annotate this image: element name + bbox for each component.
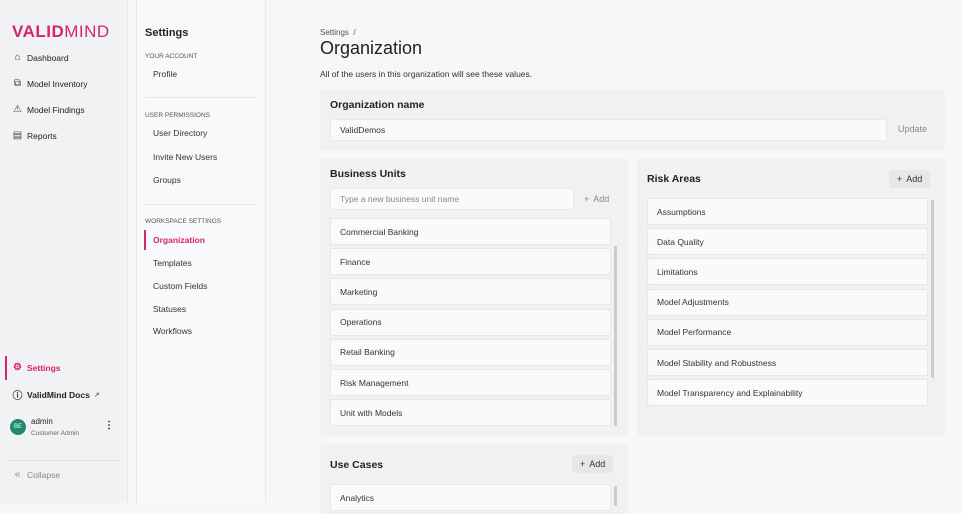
divider [145, 97, 257, 98]
more-icon[interactable]: ⋮ [104, 420, 114, 431]
risk-areas-title: Risk Areas [647, 173, 701, 185]
page-description: All of the users in this organization wi… [320, 69, 533, 79]
settings-item-groups[interactable]: Groups [153, 175, 181, 185]
divider [145, 204, 257, 205]
business-units-card: Business Units Type a new business unit … [320, 158, 628, 436]
use-case-item[interactable]: Analytics [330, 484, 611, 511]
org-name-card: Organization name ValidDemos Update [320, 90, 945, 150]
nav-docs[interactable]: ⓘ ValidMind Docs ↗ [12, 389, 100, 403]
risk-area-item[interactable]: Model Stability and Robustness [647, 349, 928, 376]
use-cases-title: Use Cases [330, 459, 384, 471]
add-business-unit-button[interactable]: + Add [584, 194, 609, 204]
collapse-label: Collapse [27, 469, 61, 480]
risk-area-item[interactable]: Model Performance [647, 318, 928, 346]
warning-icon: ⚠ [13, 104, 22, 115]
section-your-account: YOUR ACCOUNT [145, 53, 198, 60]
business-units-title: Business Units [330, 168, 406, 180]
business-unit-item[interactable]: Risk Management [330, 369, 611, 396]
external-link-icon: ↗ [93, 391, 100, 399]
risk-area-item[interactable]: Limitations [647, 258, 928, 286]
nav-model-inventory[interactable]: ⧉ Model Inventory [12, 78, 88, 89]
add-risk-area-button[interactable]: + Add [889, 170, 931, 188]
chevrons-left-icon: « [14, 469, 21, 480]
add-label: Add [906, 174, 923, 184]
nav-label: Reports [27, 130, 57, 141]
main-sidebar: VALIDMIND ⌂ Dashboard ⧉ Model Inventory ⚠ M… [0, 0, 128, 503]
gear-icon: ⚙ [13, 362, 22, 373]
main-content: Settings / Organization All of the users… [275, 0, 962, 514]
add-use-case-button[interactable]: + Add [572, 455, 614, 473]
business-unit-item[interactable]: Retail Banking [330, 338, 611, 366]
org-name-input[interactable]: ValidDemos [330, 119, 887, 141]
nav-label: ValidMind Docs [27, 389, 90, 400]
business-unit-item[interactable]: Unit with Models [330, 399, 611, 427]
divider [8, 460, 120, 461]
settings-item-templates[interactable]: Templates [153, 258, 192, 268]
nav-dashboard[interactable]: ⌂ Dashboard [12, 52, 69, 63]
risk-area-item[interactable]: Model Transparency and Explainability [647, 379, 928, 407]
user-name: admin [31, 417, 53, 426]
settings-item-organization[interactable]: Organization [153, 235, 205, 245]
business-unit-input[interactable]: Type a new business unit name [330, 188, 574, 210]
nav-label: Model Inventory [27, 78, 88, 89]
business-unit-item[interactable]: Finance [330, 248, 611, 276]
use-cases-card: Use Cases + Add Analytics [320, 444, 628, 514]
section-workspace-settings: WORKSPACE SETTINGS [145, 218, 222, 225]
add-label: Add [589, 459, 606, 469]
business-unit-item[interactable]: Operations [330, 308, 611, 336]
settings-item-workflows[interactable]: Workflows [153, 326, 193, 336]
business-unit-item[interactable]: Marketing [330, 278, 611, 306]
settings-item-invite-new-users[interactable]: Invite New Users [153, 152, 218, 162]
risk-area-item[interactable]: Assumptions [647, 198, 928, 225]
avatar[interactable]: BE [10, 419, 26, 435]
settings-item-custom-fields[interactable]: Custom Fields [153, 281, 208, 291]
collapse-button[interactable]: « Collapse [12, 469, 60, 480]
risk-area-item[interactable]: Data Quality [647, 228, 928, 256]
nav-model-findings[interactable]: ⚠ Model Findings [12, 104, 85, 115]
nav-reports[interactable]: ▤ Reports [12, 130, 57, 141]
plus-icon: + [580, 459, 586, 469]
add-label: Add [593, 194, 610, 204]
business-unit-item[interactable]: Commercial Banking [330, 218, 611, 245]
nav-settings[interactable]: ⚙ Settings [12, 362, 61, 373]
chart-icon: ▤ [12, 130, 23, 141]
cubes-icon: ⧉ [13, 78, 22, 89]
section-user-permissions: USER PERMISSIONS [145, 112, 211, 119]
nav-label: Dashboard [27, 52, 69, 63]
home-icon: ⌂ [14, 52, 21, 63]
validmind-logo[interactable]: VALIDMIND [12, 22, 110, 41]
settings-title: Settings [145, 27, 189, 39]
selected-indicator [144, 230, 146, 250]
settings-item-statuses[interactable]: Statuses [153, 304, 187, 314]
plus-icon: + [897, 174, 903, 184]
breadcrumb[interactable]: Settings / [320, 28, 356, 37]
active-indicator [5, 356, 7, 380]
scrollbar[interactable] [614, 246, 617, 426]
risk-area-item[interactable]: Model Adjustments [647, 288, 928, 316]
plus-icon: + [584, 194, 590, 204]
org-name-label: Organization name [330, 99, 425, 111]
settings-item-user-directory[interactable]: User Directory [153, 128, 208, 138]
nav-label: Settings [27, 362, 61, 373]
info-icon: ⓘ [12, 391, 23, 402]
scrollbar[interactable] [931, 200, 934, 378]
nav-label: Model Findings [27, 104, 85, 115]
settings-item-profile[interactable]: Profile [153, 69, 178, 79]
user-role: Customer Admin [31, 430, 80, 437]
risk-areas-card: Risk Areas + Add Assumptions Data Quality L… [637, 158, 945, 436]
page-title: Organization [320, 38, 423, 58]
scrollbar[interactable] [614, 486, 617, 506]
update-button[interactable]: Update [898, 124, 928, 134]
settings-sidebar: Settings YOUR ACCOUNT Profile USER PERMI… [136, 0, 266, 503]
